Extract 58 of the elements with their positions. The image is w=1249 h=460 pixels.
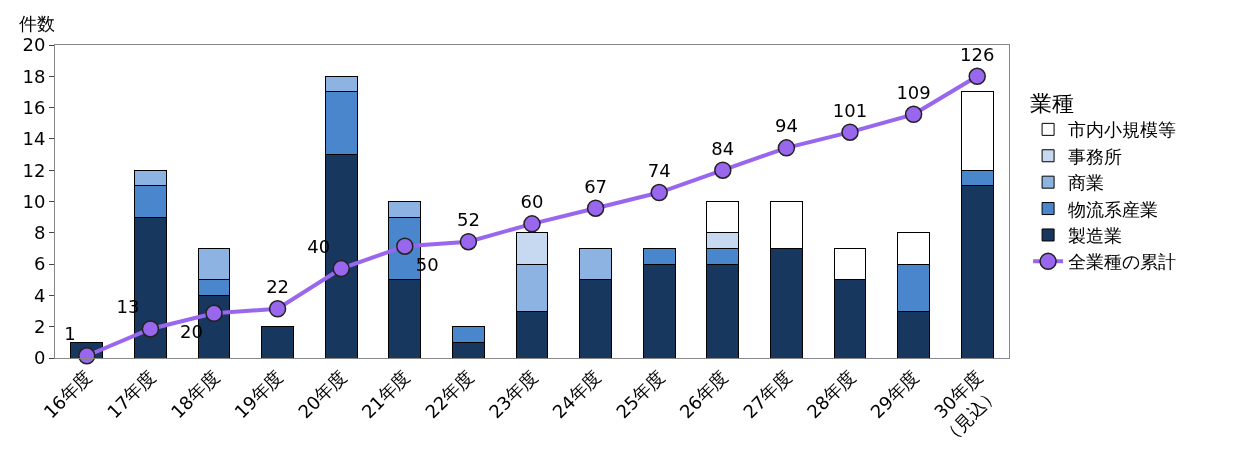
y-tick-label: 10	[22, 190, 46, 212]
point	[523, 215, 541, 233]
bar	[261, 326, 294, 358]
point	[268, 300, 287, 318]
data-label: 109	[896, 81, 931, 103]
y-tick-label: 8	[33, 222, 46, 244]
legend-label: 全業種の累計	[1068, 251, 1177, 273]
data-label: 101	[832, 99, 868, 121]
legend-label: 市内小規模等	[1068, 119, 1177, 141]
y-tick-label: 14	[22, 128, 46, 150]
y-axis-title: 件数	[19, 13, 55, 34]
point	[205, 304, 223, 323]
data-label: 52	[456, 209, 480, 231]
point	[459, 232, 478, 251]
point	[968, 67, 986, 86]
x-tick-label: 25年度	[611, 365, 669, 423]
x-tick-label: 20年度	[293, 365, 351, 423]
x-tick-label: 23年度	[484, 365, 542, 423]
data-label: 22	[266, 276, 290, 298]
data-label: 1	[64, 323, 76, 345]
x-tick-label: 27年度	[739, 365, 796, 423]
legend-label: 製造業	[1068, 224, 1123, 246]
point	[586, 199, 605, 217]
data-label: 94	[774, 115, 798, 137]
data-label: 60	[520, 191, 544, 213]
point	[332, 259, 350, 278]
y-tick-label: 18	[22, 65, 46, 87]
legend-label: 物流系産業	[1068, 198, 1159, 220]
x-tick-label: 30年度 （見込）	[929, 365, 1003, 449]
legend-label: 事務所	[1068, 145, 1123, 167]
y-tick-label: 12	[22, 159, 46, 181]
y-tick-label: 20	[22, 34, 46, 56]
x-tick-label: 22年度	[421, 365, 478, 423]
data-label: 126	[960, 43, 995, 65]
x-tick-label: 19年度	[230, 365, 287, 423]
point	[650, 183, 668, 202]
point	[141, 320, 160, 338]
y-tick-label: 16	[22, 96, 46, 118]
x-tick-label: 26年度	[675, 365, 732, 423]
legend-title: 業種	[1030, 91, 1075, 117]
y-tick-label: 4	[33, 284, 46, 306]
point	[777, 139, 796, 157]
data-label: 84	[711, 137, 735, 159]
point	[841, 123, 859, 141]
y-tick-label: 2	[33, 316, 46, 337]
point	[904, 105, 923, 124]
x-tick-label: 28年度	[802, 365, 860, 423]
y-tick-label: 6	[33, 253, 46, 275]
point	[78, 347, 96, 365]
x-tick-label: 29年度	[866, 365, 923, 423]
x-tick-label: 21年度	[357, 365, 414, 423]
data-label: 74	[647, 160, 671, 182]
x-tick-label: 18年度	[166, 365, 224, 423]
x-tick-label: 17年度	[103, 365, 160, 423]
legend-label: 商業	[1068, 172, 1105, 194]
x-tick-label: 24年度	[548, 365, 605, 423]
point	[714, 161, 732, 179]
data-label: 67	[584, 175, 608, 197]
